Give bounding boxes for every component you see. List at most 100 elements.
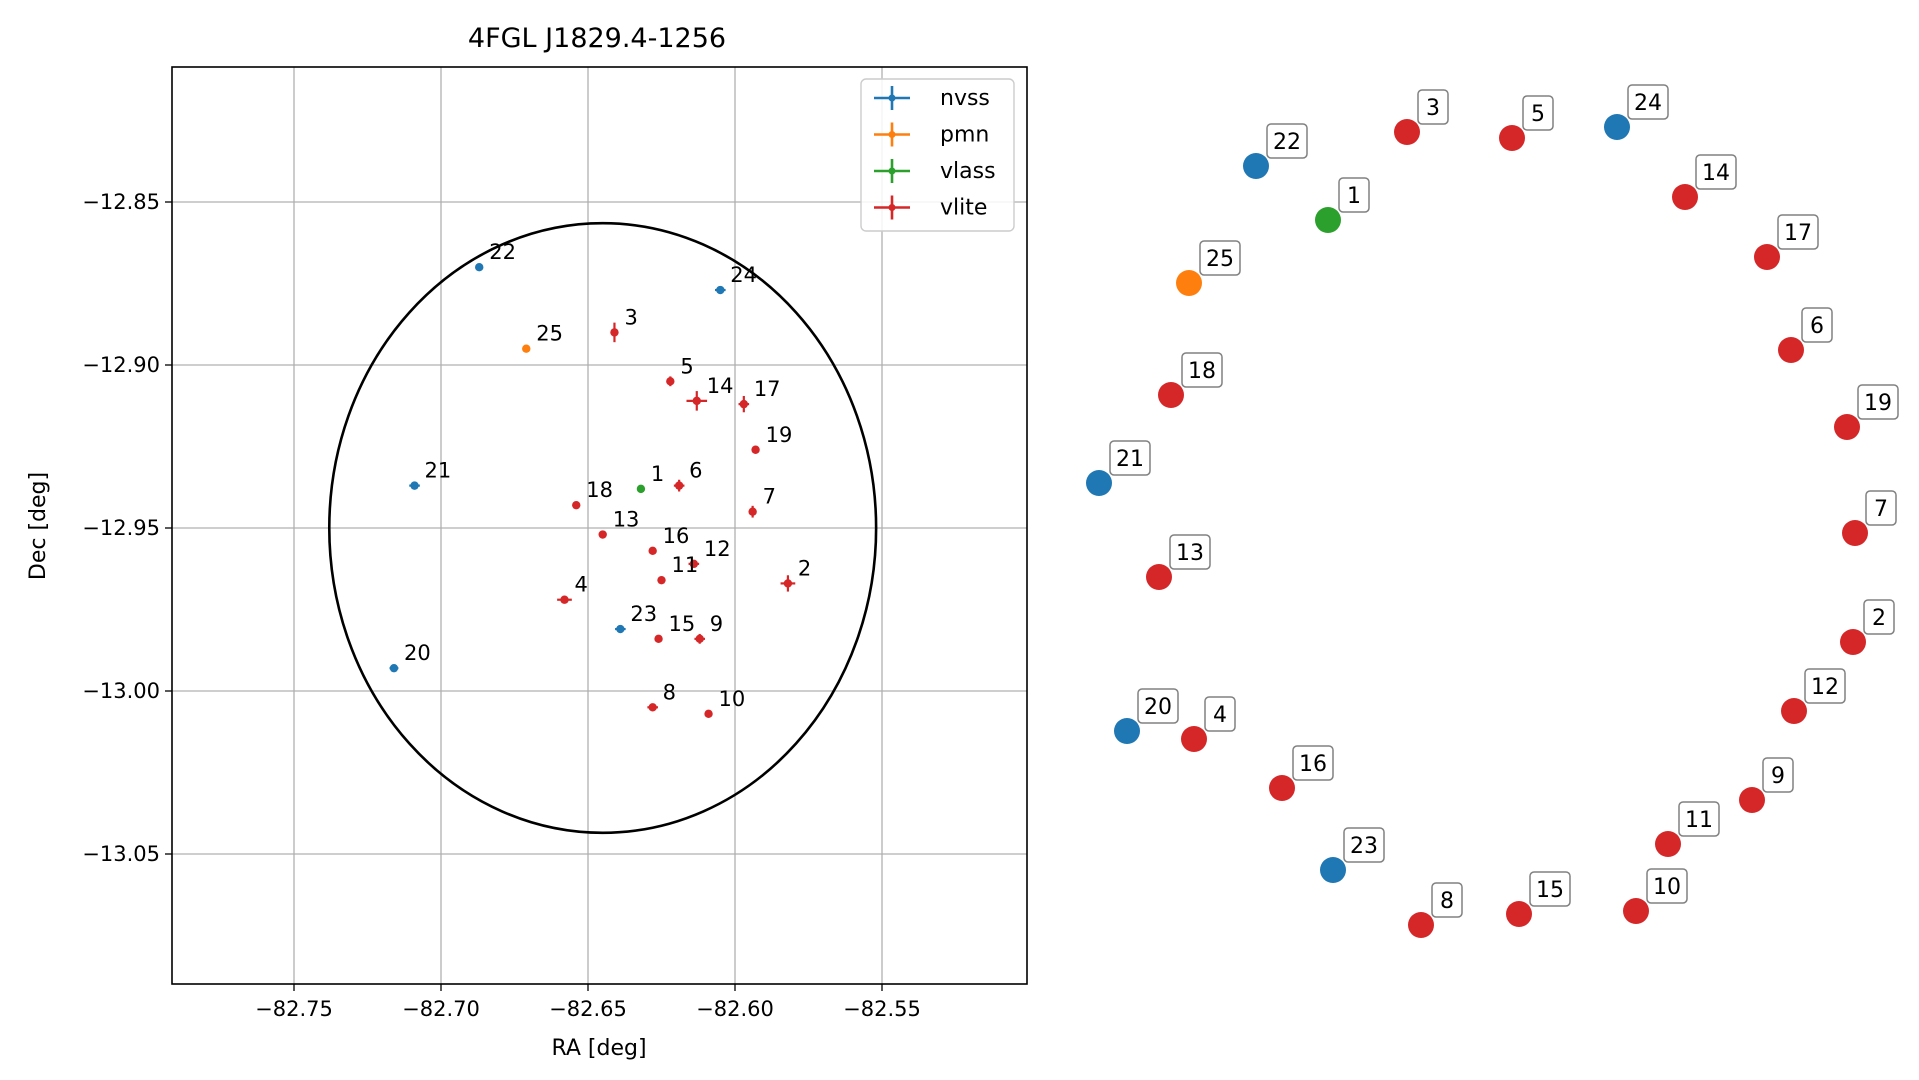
data-point-label: 16 (663, 524, 690, 548)
series-nvss (389, 263, 726, 673)
data-point-label: 10 (719, 687, 746, 711)
label-ring-plot: 3 5 24 22 14 1 17 25 6 18 19 21 7 13 2 12 20 4 9 16 11 23 10 15… (1086, 84, 1899, 938)
ring-item: 14 (1672, 154, 1737, 210)
data-point (636, 484, 646, 494)
data-point (560, 595, 569, 604)
ring-marker (1146, 564, 1172, 590)
ring-label-box (1762, 757, 1794, 793)
data-point-label: 22 (489, 240, 516, 264)
y-tick-label: −12.95 (82, 516, 160, 540)
data-point (674, 481, 684, 490)
ring-label: 4 (1213, 703, 1227, 728)
ring-label-box (1863, 599, 1895, 635)
ring-marker (1086, 470, 1112, 496)
y-axis-ticks: −12.85 −12.90 −12.95 −13.00 −13.05 (82, 190, 172, 866)
ring-marker (1315, 207, 1341, 233)
data-point-label: 7 (763, 485, 776, 509)
data-point-label: 21 (425, 459, 452, 483)
ring-marker (1623, 898, 1649, 924)
ring-item: 8 (1408, 882, 1463, 938)
ring-label-box (1865, 490, 1897, 526)
ring-label: 2 (1872, 606, 1886, 631)
ring-label: 13 (1176, 541, 1204, 566)
ring-item: 1 (1315, 177, 1370, 233)
ring-label-box (1204, 696, 1236, 732)
ring-marker (1739, 787, 1765, 813)
data-point-label: 18 (586, 478, 613, 502)
ring-item: 22 (1243, 123, 1308, 179)
ring-label-box (1169, 534, 1211, 570)
ring-marker (1176, 270, 1202, 296)
data-point (692, 396, 701, 406)
legend-marker-dot (888, 167, 896, 175)
data-point-label: 13 (613, 508, 640, 532)
y-tick-label: −12.90 (82, 353, 160, 377)
x-tick-label: −82.70 (402, 997, 480, 1021)
data-point (410, 481, 419, 490)
data-point-label: 12 (704, 537, 731, 561)
ring-marker (1394, 119, 1420, 145)
ring-label-box (1338, 177, 1370, 213)
plot-frame (171, 66, 1028, 985)
ring-label: 11 (1685, 808, 1713, 833)
ring-label: 16 (1299, 752, 1327, 777)
ring-item: 11 (1655, 801, 1720, 857)
ring-marker (1840, 629, 1866, 655)
ring-label: 12 (1811, 675, 1839, 700)
ring-label-box (1627, 84, 1669, 120)
ring-item: 13 (1146, 534, 1211, 590)
ring-label: 5 (1531, 102, 1545, 127)
ring-item: 5 (1499, 95, 1554, 151)
ring-label-box (1109, 440, 1151, 476)
legend-label: vlite (940, 196, 987, 221)
data-point-label: 4 (574, 573, 587, 597)
ring-marker (1604, 114, 1630, 140)
ring-label-box (1678, 801, 1720, 837)
data-point-label: 24 (730, 263, 757, 287)
ring-label-box (1777, 214, 1819, 250)
y-axis-label: Dec [deg] (26, 472, 51, 580)
ring-marker (1408, 912, 1434, 938)
position-plot: 4FGL J1829.4-1256 2021222324251234567891… (26, 23, 1028, 1061)
legend-entries: nvss pmn vlass vlite (874, 86, 996, 221)
data-point-label: 3 (624, 305, 637, 329)
data-point-label: 9 (710, 612, 723, 636)
legend-marker-dot (888, 204, 896, 211)
ring-marker (1672, 184, 1698, 210)
y-tick-label: −13.05 (82, 842, 160, 866)
data-point (666, 377, 675, 386)
ring-label: 8 (1440, 889, 1454, 914)
data-point (389, 663, 399, 673)
data-point-label: 8 (663, 680, 676, 704)
data-point (648, 546, 657, 556)
data-point (695, 634, 704, 644)
ring-item: 17 (1754, 214, 1819, 270)
data-point (783, 579, 793, 588)
ring-label: 21 (1116, 447, 1144, 472)
ring-item: 19 (1834, 384, 1899, 440)
ring-label-box (1343, 827, 1385, 863)
ring-label: 1 (1347, 184, 1361, 209)
localization-ellipse (327, 221, 878, 835)
ring-label: 14 (1702, 161, 1730, 186)
data-point (751, 445, 760, 454)
ring-label-box (1695, 154, 1737, 190)
ring-marker (1842, 520, 1868, 546)
x-tick-label: −82.65 (549, 997, 627, 1021)
legend-marker-dot (888, 94, 896, 102)
ring-label-box (1646, 868, 1688, 904)
ring-item: 25 (1176, 240, 1241, 296)
data-point-label: 23 (630, 602, 657, 626)
ring-marker (1754, 244, 1780, 270)
ring-label: 17 (1784, 221, 1812, 246)
x-tick-label: −82.60 (696, 997, 774, 1021)
ring-label-box (1522, 95, 1554, 131)
ring-label: 25 (1206, 247, 1234, 272)
ring-item: 18 (1158, 352, 1223, 408)
data-point (657, 575, 666, 585)
data-point-label: 25 (536, 322, 563, 346)
data-point (598, 530, 607, 539)
legend-label: nvss (940, 86, 990, 111)
ring-item: 10 (1623, 868, 1688, 924)
legend: nvss pmn vlass vlite (860, 78, 1015, 232)
